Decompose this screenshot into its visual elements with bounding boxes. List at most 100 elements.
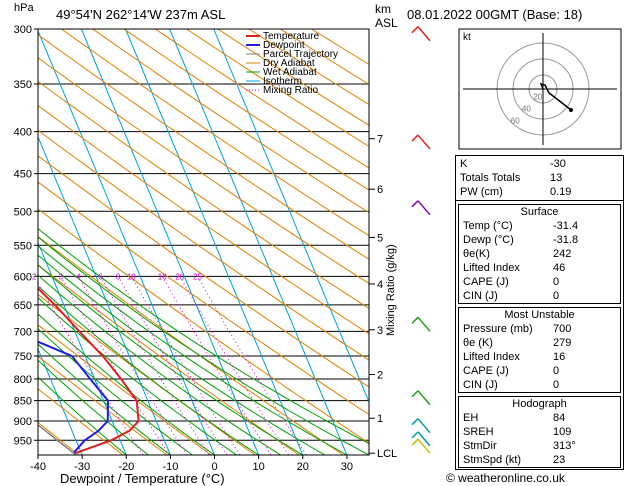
x-tick-label: 30	[341, 461, 353, 473]
pressure-tick-label: 400	[14, 127, 32, 139]
surface-label: Dewp (°C)	[463, 234, 514, 246]
hodograph-title: Hodograph	[512, 398, 567, 410]
isotherm-line	[38, 29, 215, 455]
mixing-ratio-axis-title: Mixing Ratio (g/kg)	[385, 244, 397, 336]
dry-adiabat-line	[38, 181, 369, 416]
surface-title: Surface	[520, 206, 559, 218]
hodograph-row: EH 84	[459, 411, 620, 425]
datetime-label: 08.01.2022 00GMT (Base: 18)	[407, 7, 583, 22]
most-unstable-label: θe (K)	[463, 337, 493, 349]
wind-barb	[417, 418, 431, 434]
surface-value: -31.4	[553, 220, 579, 232]
hodograph-ring-label: 60	[511, 117, 520, 126]
index-value: -30	[550, 158, 566, 170]
hodograph-row: SREH 109	[459, 425, 620, 439]
km-tick-label: 4	[377, 279, 383, 291]
wet-adiabat-line	[38, 245, 348, 455]
hodograph-label: StmSpd (kt)	[463, 454, 522, 466]
surface-label: θe(K)	[463, 248, 490, 260]
surface-label: Temp (°C)	[463, 220, 513, 232]
pressure-tick-label: 650	[14, 300, 32, 312]
wet-adiabat-line	[38, 297, 237, 455]
plot-frame	[37, 28, 370, 456]
isotherm-line	[169, 29, 348, 455]
x-tick-label: -30	[74, 461, 90, 473]
dry-adiabat-line	[38, 264, 300, 455]
copyright-label: © weatheronline.co.uk	[446, 471, 565, 485]
surface-row: CIN (J) 0	[459, 289, 620, 303]
km-tick-label: 5	[377, 232, 383, 244]
hodograph-value: 23	[553, 454, 566, 466]
mixing-ratio-label: 4	[76, 272, 81, 281]
legend-label: Isotherm	[263, 76, 302, 87]
most-unstable-label: CIN (J)	[463, 379, 498, 391]
legend-label: Parcel Trajectory	[263, 49, 338, 60]
surface-label: CIN (J)	[463, 290, 498, 302]
most-unstable-row: CIN (J) 0	[459, 378, 620, 392]
hodograph-label: SREH	[463, 426, 494, 438]
hodograph-ring-label: 20	[533, 93, 542, 102]
pressure-tick-label: 700	[14, 326, 32, 338]
sounding-profiles	[38, 287, 140, 455]
wet-adiabat-line	[38, 264, 304, 455]
mixing-ratio-line	[161, 276, 272, 455]
index-label: K	[460, 158, 468, 170]
indices-panel: K -30 Totals Totals 13 PW (cm) 0.19 Surface T…	[455, 155, 624, 470]
km-tick-label: LCL	[377, 448, 397, 460]
axis-ticks: 3003504004505005506006507007508008509009…	[14, 24, 398, 473]
hodograph-section: Hodograph EH 84 SREH 109 StmDir 313° StmSpd (k…	[458, 396, 621, 468]
wind-barb	[417, 200, 431, 216]
surface-label: Lifted Index	[463, 262, 520, 274]
most-unstable-label: CAPE (J)	[463, 365, 509, 377]
wind-barb-flag	[411, 134, 419, 142]
most-unstable-row: Lifted Index 16	[459, 350, 620, 364]
km-tick-label: 3	[377, 325, 383, 337]
hodograph-value: 109	[553, 426, 572, 438]
wind-barb	[417, 26, 431, 42]
mixing-ratio-line	[38, 281, 144, 455]
wind-barb	[417, 134, 431, 150]
index-row: PW (cm) 0.19	[456, 185, 623, 199]
hodograph-value: 84	[553, 412, 566, 424]
surface-row: CAPE (J) 0	[459, 275, 620, 289]
dewpoint-profile	[38, 340, 110, 454]
mixing-ratio-line	[130, 276, 241, 455]
hodograph-ring-label: 40	[522, 105, 531, 114]
wet-adiabat-line	[38, 313, 215, 455]
surface-row: Temp (°C) -31.4	[459, 219, 620, 233]
km-tick-label: 1	[377, 413, 383, 425]
dry-adiabat-line	[38, 235, 344, 455]
most-unstable-value: 0	[553, 365, 560, 377]
wind-barb-flag	[411, 431, 419, 439]
wind-barbs	[411, 26, 431, 454]
mixing-ratio-label: 25	[193, 272, 202, 281]
pressure-tick-label: 300	[14, 24, 32, 36]
most-unstable-label: Pressure (mb)	[463, 323, 533, 335]
x-tick-label: -40	[30, 461, 46, 473]
hodograph-storm-point	[569, 108, 573, 112]
legend-label: Mixing Ratio	[263, 85, 318, 96]
wet-adiabat-line	[38, 328, 193, 455]
wet-adiabat-line	[38, 359, 149, 455]
wind-barb	[417, 431, 431, 447]
km-tick-label: 2	[377, 369, 383, 381]
dry-adiabat-line	[38, 104, 369, 335]
pressure-tick-label: 900	[14, 416, 32, 428]
isotherm-line	[38, 347, 83, 455]
dry-adiabat-line	[154, 29, 369, 169]
most-unstable-title: Most Unstable	[504, 309, 575, 321]
surface-row: θe(K) 242	[459, 247, 620, 261]
x-tick-label: 20	[297, 461, 309, 473]
pressure-tick-label: 800	[14, 374, 32, 386]
pressure-tick-label: 450	[14, 169, 32, 181]
wet-adiabat-line	[38, 274, 281, 455]
legend-label: Dewpoint	[263, 40, 305, 51]
hodograph-value: 313°	[553, 440, 576, 452]
wet-adiabat-line	[38, 254, 326, 455]
hodograph-label: StmDir	[463, 440, 497, 452]
most-unstable-value: 700	[553, 323, 572, 335]
wind-barb-flag	[411, 26, 419, 34]
mixing-ratio-label: 8	[116, 272, 121, 281]
wind-barb	[417, 390, 431, 406]
